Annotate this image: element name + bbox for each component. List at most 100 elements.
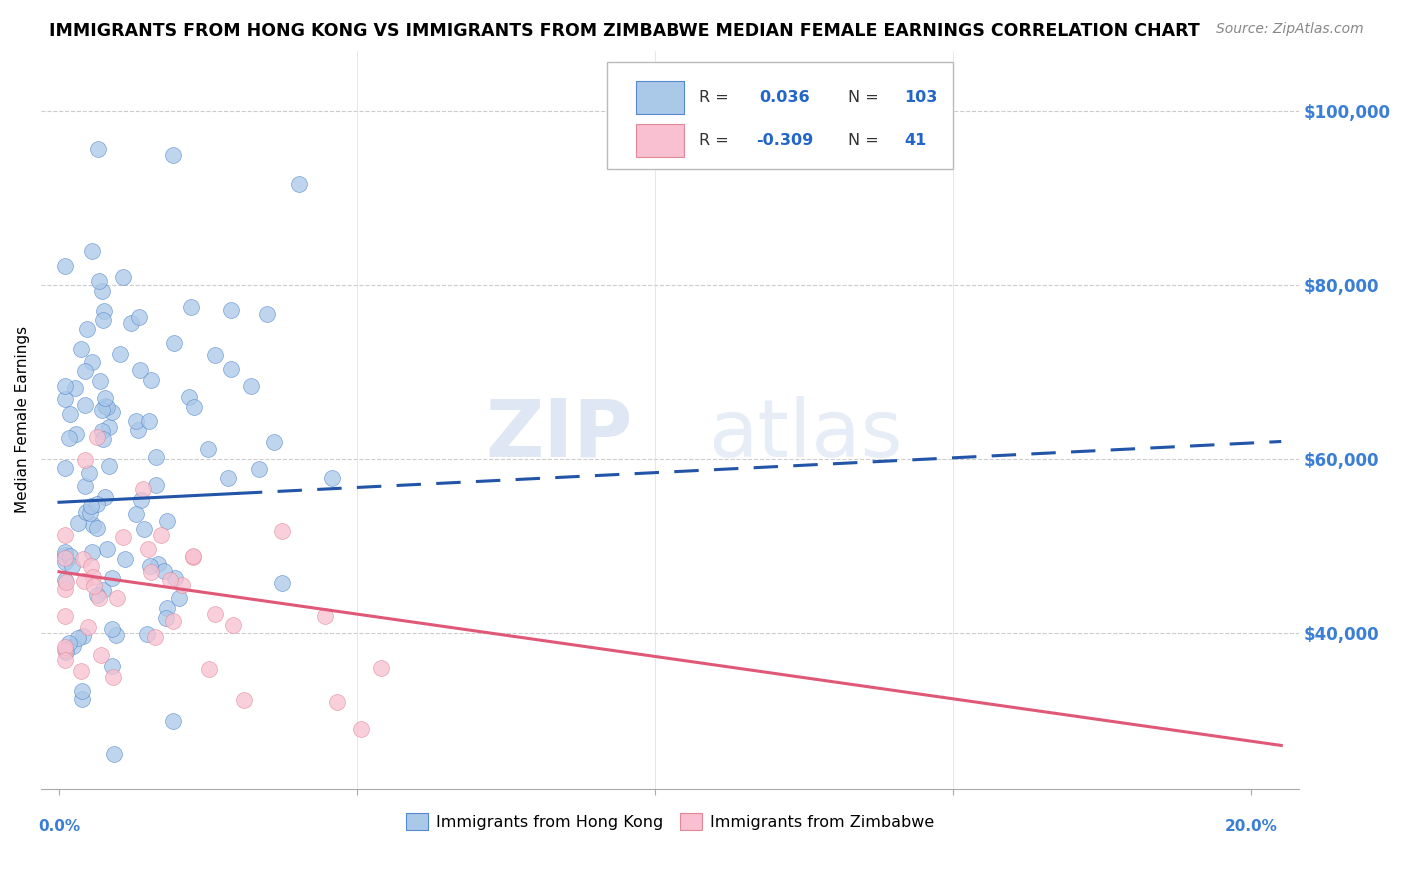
Point	[139, 559, 162, 574]
Text: N =: N =	[848, 90, 879, 105]
Point	[53, 551, 76, 566]
Y-axis label: Median Female Earnings: Median Female Earnings	[15, 326, 30, 513]
Point	[170, 578, 193, 592]
Point	[179, 390, 201, 404]
Point	[70, 692, 93, 706]
Point	[370, 661, 392, 675]
Point	[152, 564, 174, 578]
Point	[86, 521, 108, 535]
Point	[108, 347, 131, 361]
Point	[53, 545, 76, 559]
Point	[132, 483, 155, 497]
Point	[97, 420, 120, 434]
Point	[183, 401, 205, 415]
Point	[62, 640, 84, 654]
Point	[233, 692, 256, 706]
Point	[55, 645, 77, 659]
Point	[326, 695, 349, 709]
Point	[90, 648, 112, 662]
Point	[83, 579, 105, 593]
Point	[114, 551, 136, 566]
Point	[53, 555, 76, 569]
Point	[136, 542, 159, 557]
Point	[75, 505, 97, 519]
Point	[86, 430, 108, 444]
Text: -0.309: -0.309	[755, 133, 813, 148]
Point	[159, 574, 181, 588]
Point	[70, 684, 93, 698]
Point	[86, 497, 108, 511]
Point	[256, 306, 278, 320]
Point	[288, 177, 311, 191]
Point	[59, 407, 82, 421]
Point	[86, 588, 108, 602]
Point	[77, 466, 100, 480]
Point	[101, 571, 124, 585]
Point	[94, 391, 117, 405]
Text: 103: 103	[904, 90, 938, 105]
Point	[53, 609, 76, 624]
Point	[53, 259, 76, 273]
Point	[218, 471, 240, 485]
Point	[145, 478, 167, 492]
Point	[314, 608, 336, 623]
Point	[181, 549, 204, 563]
Point	[53, 653, 76, 667]
Point	[72, 552, 94, 566]
Point	[104, 628, 127, 642]
Point	[101, 622, 124, 636]
Point	[138, 414, 160, 428]
Point	[350, 723, 373, 737]
Point	[101, 405, 124, 419]
Point	[129, 363, 152, 377]
Point	[124, 415, 146, 429]
Bar	[636, 80, 683, 114]
Point	[198, 662, 221, 676]
Point	[101, 670, 124, 684]
Point	[139, 373, 162, 387]
Point	[101, 659, 124, 673]
Point	[94, 490, 117, 504]
Point	[222, 618, 245, 632]
FancyBboxPatch shape	[607, 62, 953, 169]
Point	[239, 379, 262, 393]
Point	[80, 559, 103, 574]
Point	[53, 582, 76, 597]
Text: R =: R =	[699, 90, 728, 105]
Point	[156, 514, 179, 528]
Point	[125, 508, 148, 522]
Point	[162, 714, 184, 728]
Point	[79, 500, 101, 514]
Point	[183, 549, 205, 564]
Point	[127, 423, 149, 437]
Point	[89, 375, 111, 389]
Point	[128, 310, 150, 324]
Point	[143, 630, 166, 644]
Point	[67, 632, 90, 646]
Point	[80, 244, 103, 259]
Point	[91, 432, 114, 446]
Point	[165, 571, 187, 585]
Point	[103, 747, 125, 761]
Point	[75, 479, 97, 493]
Point	[53, 392, 76, 406]
Point	[270, 575, 292, 590]
Point	[180, 300, 202, 314]
Point	[58, 636, 80, 650]
Point	[53, 527, 76, 541]
Bar	[636, 124, 683, 157]
Point	[55, 575, 77, 590]
Point	[77, 620, 100, 634]
Point	[93, 312, 115, 326]
Point	[91, 284, 114, 298]
Point	[53, 640, 76, 655]
Point	[219, 361, 242, 376]
Point	[73, 399, 96, 413]
Text: R =: R =	[699, 133, 728, 148]
Text: N =: N =	[848, 133, 879, 148]
Point	[82, 517, 104, 532]
Point	[155, 611, 177, 625]
Point	[75, 364, 97, 378]
Text: 0.036: 0.036	[759, 90, 810, 105]
Point	[60, 558, 83, 573]
